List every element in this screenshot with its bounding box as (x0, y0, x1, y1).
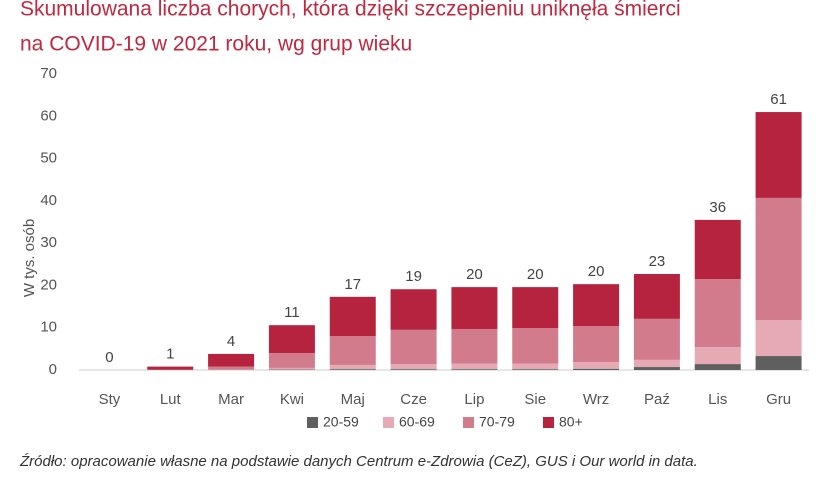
legend-swatch (463, 417, 474, 428)
bar-segment (633, 367, 680, 370)
total-label: 23 (649, 253, 666, 270)
bar-segment (208, 366, 255, 370)
bar-segment (268, 367, 315, 370)
total-label: 20 (588, 263, 605, 280)
chart-title: Skumulowana liczba chorych, która dzięki… (20, 0, 681, 21)
y-tick-label: 50 (40, 150, 57, 167)
x-tick-label: Wrz (583, 391, 609, 408)
bar-segment (633, 359, 680, 368)
source-note: Źródło: opracowanie własne na podstawie … (19, 453, 698, 470)
bar-segment (694, 347, 741, 365)
x-tick-label: Sty (99, 391, 121, 408)
bar-segment (329, 364, 376, 370)
bar-segment (512, 363, 559, 370)
bar-segment (512, 369, 559, 370)
x-tick-label: Lip (464, 391, 484, 408)
legend-label: 20-59 (323, 414, 359, 430)
legend-label: 70-79 (479, 414, 515, 430)
y-tick-label: 60 (40, 107, 57, 124)
bar-segment (329, 369, 376, 370)
chart-subtitle: na COVID-19 w 2021 roku, wg grup wieku (20, 33, 412, 56)
bar-segment (633, 318, 680, 360)
bar-segment (329, 296, 376, 337)
total-label: 36 (709, 199, 726, 216)
bar-segment (451, 328, 498, 364)
x-tick-label: Cze (400, 391, 427, 408)
x-tick-label: Lut (160, 391, 182, 408)
x-tick-label: Kwi (280, 391, 304, 408)
y-tick-label: 40 (40, 192, 57, 209)
legend-swatch (307, 417, 318, 428)
bar-segment (512, 287, 559, 329)
x-tick-label: Lis (708, 391, 727, 408)
y-tick-label: 70 (40, 65, 57, 82)
bar-segment (329, 336, 376, 365)
bar-segment (755, 197, 802, 321)
total-label: 17 (344, 276, 361, 293)
bar-segment (755, 356, 802, 370)
y-tick-label: 10 (40, 319, 57, 336)
bar-segment (633, 274, 680, 319)
x-tick-label: Sie (524, 391, 546, 408)
x-tick-label: Paź (644, 391, 670, 408)
legend-swatch (383, 417, 394, 428)
total-label: 61 (770, 91, 787, 108)
bar-segment (451, 369, 498, 370)
legend-label: 60-69 (399, 414, 435, 430)
legend-swatch (543, 417, 554, 428)
bar-segment (755, 320, 802, 357)
bar-segment (147, 366, 194, 370)
bar-segment (268, 353, 315, 368)
bar-segment (512, 328, 559, 364)
y-axis-label: W tys. osób (21, 219, 38, 297)
bar-segment (573, 284, 620, 327)
bar-segment (208, 353, 255, 367)
x-tick-label: Gru (766, 391, 791, 408)
y-tick-label: 20 (40, 276, 57, 293)
bar-segment (390, 329, 437, 365)
legend-label: 80+ (559, 414, 583, 430)
total-label: 20 (466, 266, 483, 283)
bar-segment (694, 279, 741, 348)
bar-segment (755, 112, 802, 198)
bar-segment (573, 368, 620, 370)
y-tick-label: 0 (49, 361, 57, 378)
bar-segment (694, 219, 741, 280)
total-label: 0 (105, 349, 113, 366)
y-tick-label: 30 (40, 234, 57, 251)
bar-segment (451, 363, 498, 370)
total-label: 4 (227, 333, 235, 350)
bar-segment (694, 364, 741, 370)
total-label: 19 (405, 268, 422, 285)
bar-segment (390, 289, 437, 330)
total-label: 20 (527, 266, 544, 283)
bar-segment (573, 361, 620, 369)
total-label: 1 (166, 346, 174, 363)
bar-segment (390, 369, 437, 370)
x-tick-label: Maj (341, 391, 365, 408)
bar-segment (268, 325, 315, 354)
bar-segment (573, 326, 620, 362)
x-tick-label: Mar (218, 391, 244, 408)
bar-segment (451, 287, 498, 329)
bar-segment (390, 364, 437, 370)
total-label: 11 (284, 304, 300, 321)
